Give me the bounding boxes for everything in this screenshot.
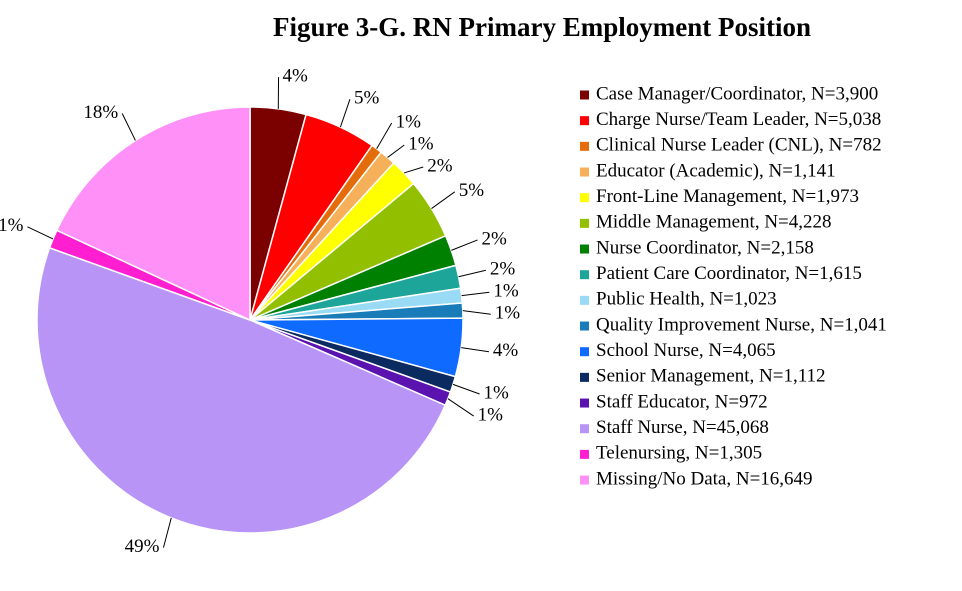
legend-label: Senior Management, N=1,112 [596,366,826,387]
data-label: 1% [408,133,434,154]
legend-swatch [580,449,589,459]
legend-label: Middle Management, N=4,228 [596,212,832,233]
chart-title: Figure 3-G. RN Primary Employment Positi… [273,12,811,42]
data-label: 1% [0,215,24,236]
leader-line [461,291,490,297]
data-label: 18% [83,102,118,123]
legend-swatch [580,398,589,408]
leader-line [447,398,474,417]
legend-label: School Nurse, N=4,065 [596,340,776,361]
data-label: 1% [495,303,520,324]
data-label: 5% [354,88,380,109]
leader-line [431,191,456,209]
legend-label: Charge Nurse/Team Leader, N=5,038 [596,109,881,130]
legend-swatch [580,193,589,203]
legend-swatch [580,270,589,280]
leader-line [403,166,424,174]
leader-line [458,269,487,278]
leader-line [462,310,491,315]
leader-line [461,347,490,353]
legend-label: Staff Nurse, N=45,068 [596,417,769,438]
data-label: 1% [478,404,504,425]
pie-slice [55,106,251,322]
leader-line [376,122,393,149]
pie-slice [36,246,447,534]
legend-swatch [580,424,589,434]
legend-swatch [580,372,589,382]
legend-swatch [580,244,589,254]
data-label: 2% [427,155,453,176]
legend-label: Quality Improvement Nurse, N=1,041 [596,314,887,335]
data-label: 49% [125,536,160,557]
data-label: 4% [283,66,309,87]
legend-swatch [580,347,589,357]
legend-swatch [580,295,589,305]
leader-line [162,517,172,548]
leader-line [339,99,351,128]
legend-label: Front-Line Management, N=1,973 [596,186,859,207]
legend-label: Staff Educator, N=972 [596,391,768,412]
leader-line [121,113,136,141]
leader-line [452,383,480,395]
leader-line [451,239,478,251]
data-label: 2% [490,259,516,280]
data-label: 4% [493,340,518,361]
legend-swatch [580,321,589,331]
legend-swatch [580,116,589,126]
legend-swatch [580,141,589,151]
data-label: 5% [459,180,485,201]
legend-swatch [580,90,589,100]
legend-label: Clinical Nurse Leader (CNL), N=782 [596,135,882,156]
data-label: 2% [482,228,508,249]
legend-swatch [580,218,589,228]
legend-label: Patient Care Coordinator, N=1,615 [596,263,862,284]
leader-line [387,144,405,158]
legend-label: Public Health, N=1,023 [596,289,777,310]
legend-swatch [580,475,589,485]
legend-label: Telenursing, N=1,305 [596,443,762,464]
legend-swatch [580,167,589,177]
legend-label: Missing/No Data, N=16,649 [596,468,813,489]
legend-label: Case Manager/Coordinator, N=3,900 [596,83,878,104]
data-label: 1% [484,382,510,403]
legend-label: Nurse Coordinator, N=2,158 [596,237,814,258]
leader-line [27,226,54,240]
data-label: 1% [396,111,422,132]
legend-label: Educator (Academic), N=1,141 [596,160,836,181]
data-label: 1% [493,281,519,302]
